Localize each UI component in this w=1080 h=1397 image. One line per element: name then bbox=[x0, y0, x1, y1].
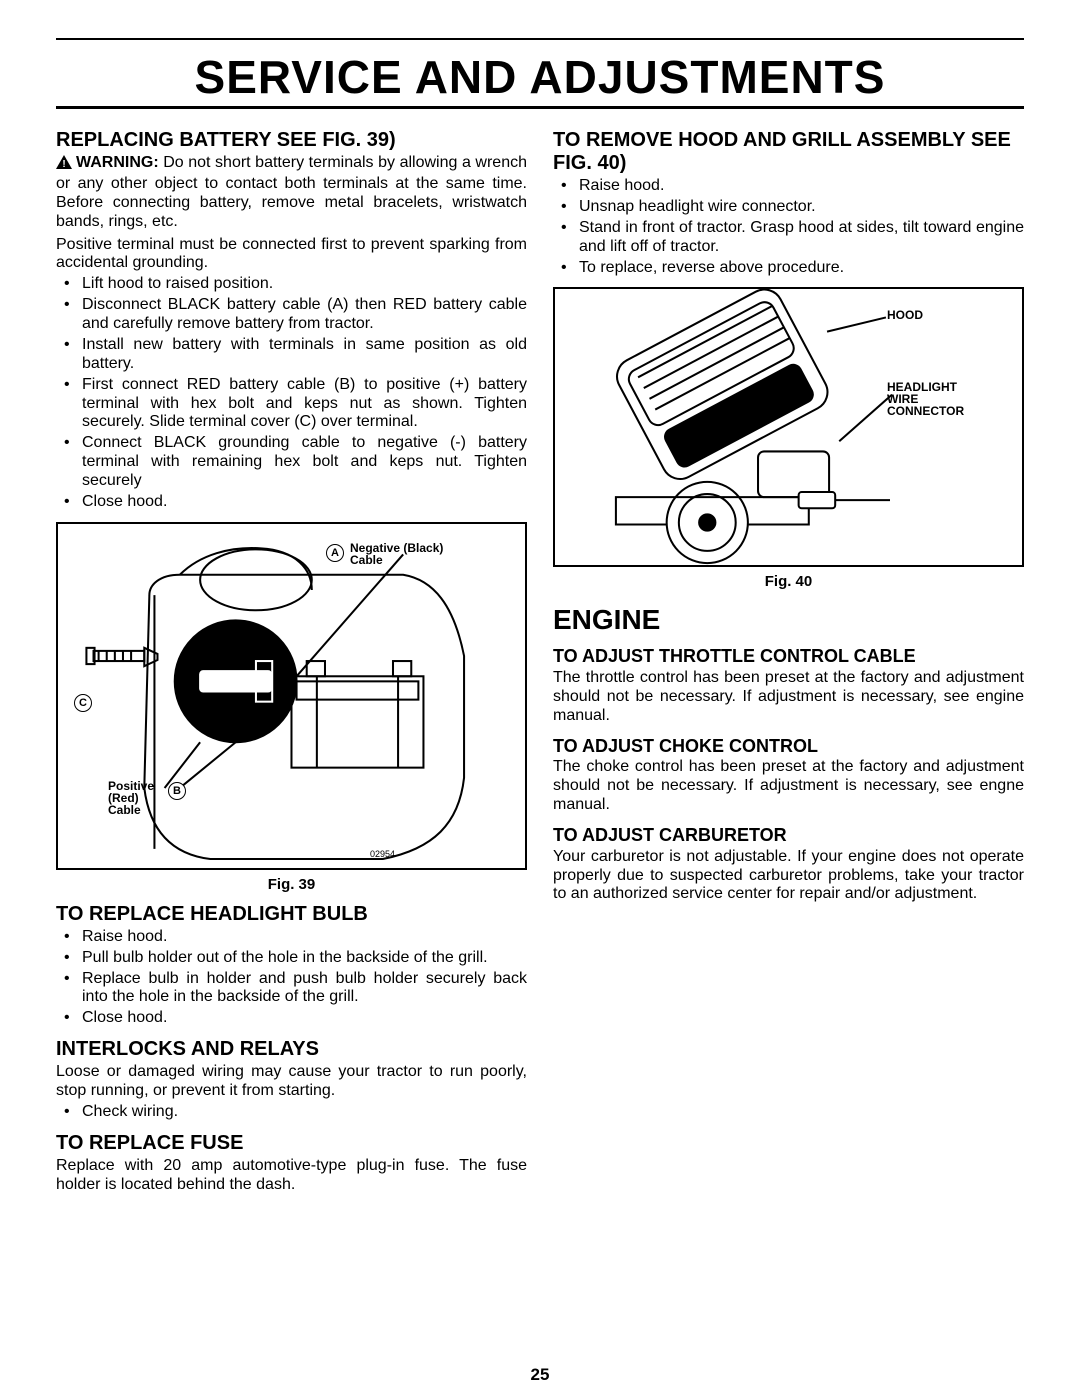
label-connector-3: CONNECTOR bbox=[887, 405, 964, 418]
list-item: Unsnap headlight wire connector. bbox=[579, 198, 1024, 217]
label-hood: HOOD bbox=[887, 309, 923, 322]
callout-c: C bbox=[74, 694, 92, 712]
figure-40-caption: Fig. 40 bbox=[553, 573, 1024, 590]
list-item: Replace bulb in holder and push bulb hol… bbox=[82, 970, 527, 1008]
list-item: Connect BLACK grounding cable to negativ… bbox=[82, 434, 527, 491]
interlocks-text: Loose or damaged wiring may cause your t… bbox=[56, 1063, 527, 1101]
label-negative-cable-2: Cable bbox=[350, 554, 383, 567]
list-item: First connect RED battery cable (B) to p… bbox=[82, 376, 527, 433]
warning-label: WARNING: bbox=[76, 154, 159, 171]
heading-remove-hood: TO REMOVE HOOD AND GRILL ASSEMBLY See Fi… bbox=[553, 129, 1024, 175]
throttle-text: The throttle control has been preset at … bbox=[553, 669, 1024, 726]
list-item: Install new battery with terminals in sa… bbox=[82, 336, 527, 374]
list-item: Close hood. bbox=[82, 1009, 527, 1028]
battery-steps: Lift hood to raised position. Disconnect… bbox=[56, 275, 527, 512]
heading-headlight-bulb: TO REPLACE HEADLIGHT BULB bbox=[56, 903, 527, 926]
title-bar: Service And Adjustments bbox=[56, 46, 1024, 109]
list-item: Raise hood. bbox=[579, 177, 1024, 196]
battery-intro: Positive terminal must be connected firs… bbox=[56, 236, 527, 274]
heading-replacing-battery: REPLACING BATTERY See Fig. 39) bbox=[56, 129, 527, 152]
warning-paragraph: ! WARNING: Do not short battery terminal… bbox=[56, 154, 527, 232]
figure-40-box: HOOD HEADLIGHT WIRE CONNECTOR bbox=[553, 287, 1024, 567]
heading-fuse: TO REPLACE FUSE bbox=[56, 1132, 527, 1155]
page-title: Service And Adjustments bbox=[56, 50, 1024, 104]
warning-icon: ! bbox=[56, 155, 72, 175]
manual-page: Service And Adjustments REPLACING BATTER… bbox=[56, 38, 1024, 1357]
list-item: Pull bulb holder out of the hole in the … bbox=[82, 949, 527, 968]
left-column: REPLACING BATTERY See Fig. 39) ! WARNING… bbox=[56, 119, 527, 1195]
figure-39-box: A Negative (Black) Cable C B Positive (R… bbox=[56, 522, 527, 870]
heading-choke: To Adjust Choke Control bbox=[553, 736, 1024, 757]
list-item: Lift hood to raised position. bbox=[82, 275, 527, 294]
list-item: Disconnect BLACK battery cable (A) then … bbox=[82, 296, 527, 334]
callout-b: B bbox=[168, 782, 186, 800]
list-item: Raise hood. bbox=[82, 928, 527, 947]
svg-text:!: ! bbox=[62, 159, 65, 169]
headlight-steps: Raise hood. Pull bulb holder out of the … bbox=[56, 928, 527, 1028]
list-item: To replace, reverse above procedure. bbox=[579, 259, 1024, 278]
list-item: Close hood. bbox=[82, 493, 527, 512]
hood-steps: Raise hood. Unsnap headlight wire connec… bbox=[553, 177, 1024, 277]
page-number: 25 bbox=[0, 1365, 1080, 1385]
two-column-layout: REPLACING BATTERY See Fig. 39) ! WARNING… bbox=[56, 109, 1024, 1195]
figure-39-caption: Fig. 39 bbox=[56, 876, 527, 893]
right-column: TO REMOVE HOOD AND GRILL ASSEMBLY See Fi… bbox=[553, 119, 1024, 1195]
figure-39-illustration bbox=[58, 524, 525, 877]
choke-text: The choke control has been preset at the… bbox=[553, 758, 1024, 815]
fuse-text: Replace with 20 amp automotive-type plug… bbox=[56, 1157, 527, 1195]
callout-a: A bbox=[326, 544, 344, 562]
figure-40-illustration bbox=[555, 289, 1022, 573]
label-positive-3: Cable bbox=[108, 804, 141, 817]
heading-interlocks: INTERLOCKS AND RELAYS bbox=[56, 1038, 527, 1061]
heading-engine: Engine bbox=[553, 604, 1024, 636]
carburetor-text: Your carburetor is not adjustable. If yo… bbox=[553, 848, 1024, 905]
interlocks-steps: Check wiring. bbox=[56, 1103, 527, 1122]
heading-throttle: To Adjust Throttle Control Cable bbox=[553, 646, 1024, 667]
figure-small-id: 02954 bbox=[370, 850, 395, 859]
list-item: Check wiring. bbox=[82, 1103, 527, 1122]
list-item: Stand in front of tractor. Grasp hood at… bbox=[579, 219, 1024, 257]
heading-carburetor: To Adjust Carburetor bbox=[553, 825, 1024, 846]
